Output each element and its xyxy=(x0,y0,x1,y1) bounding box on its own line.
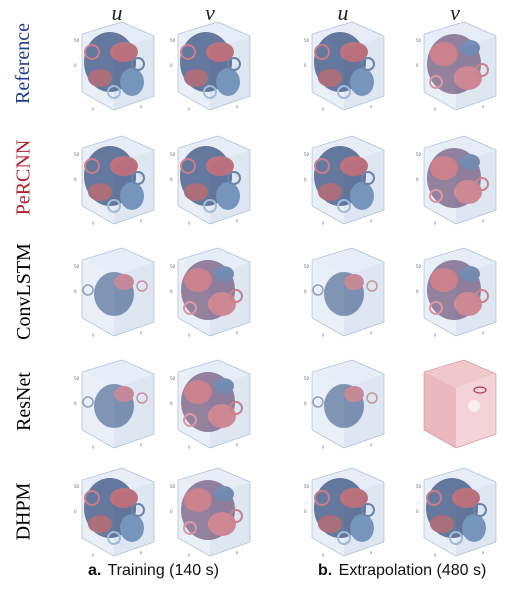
volume xyxy=(170,136,250,225)
volume xyxy=(304,248,384,337)
volume xyxy=(170,248,250,337)
volume xyxy=(416,136,496,225)
volume xyxy=(74,136,154,225)
volume xyxy=(304,22,384,111)
volume xyxy=(416,248,496,337)
volume xyxy=(423,359,497,449)
caption-label: b. xyxy=(318,562,333,579)
volume xyxy=(416,22,496,111)
caption: b. Extrapolation (480 s) xyxy=(318,562,486,580)
volume xyxy=(170,360,250,449)
caption-text: Extrapolation (480 s) xyxy=(338,562,487,579)
volume xyxy=(74,22,154,111)
caption-text: Training (140 s) xyxy=(107,562,219,579)
volume xyxy=(170,468,250,557)
volume xyxy=(416,468,496,557)
volume xyxy=(170,22,250,111)
column-header: v xyxy=(450,0,460,25)
caption: a. Training (140 s) xyxy=(88,562,219,580)
volume xyxy=(304,360,384,449)
volume-renderings: 50 0 y x xyxy=(0,0,516,560)
volume xyxy=(304,136,384,225)
column-header: u xyxy=(111,0,123,25)
volume xyxy=(74,360,154,449)
volume xyxy=(74,248,154,337)
column-header: v xyxy=(205,0,215,25)
caption-label: a. xyxy=(88,562,102,579)
volume xyxy=(304,468,384,557)
column-header: u xyxy=(337,0,349,25)
volume xyxy=(74,468,154,557)
